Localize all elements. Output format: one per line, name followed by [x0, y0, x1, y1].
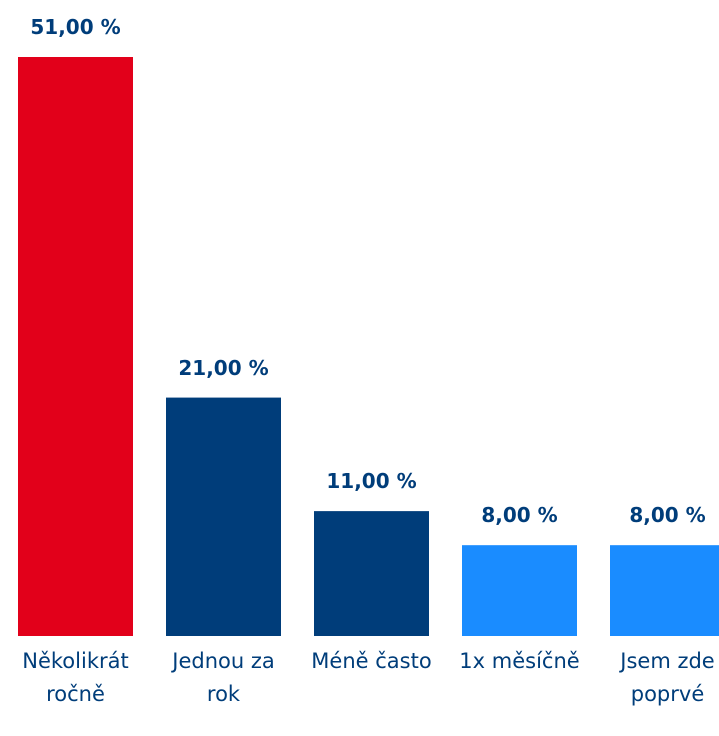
x-tick-label: 1x měsíčně — [459, 649, 580, 673]
value-label: 8,00 % — [481, 503, 558, 528]
bar — [166, 397, 281, 636]
x-tick-label: Několikrát ročně — [22, 649, 129, 706]
x-tick-label: Jednou za rok — [172, 649, 275, 706]
value-label: 51,00 % — [30, 15, 121, 39]
bar — [314, 511, 429, 636]
value-label: 11,00 % — [326, 469, 417, 494]
value-label: 21,00 % — [178, 355, 269, 380]
value-label: 8,00 % — [629, 503, 706, 528]
x-tick-label: Méně často — [311, 649, 432, 673]
bar — [462, 545, 577, 636]
bar — [610, 545, 719, 636]
bar — [18, 57, 133, 636]
x-tick-label: Jsem zde poprvé — [620, 649, 715, 706]
